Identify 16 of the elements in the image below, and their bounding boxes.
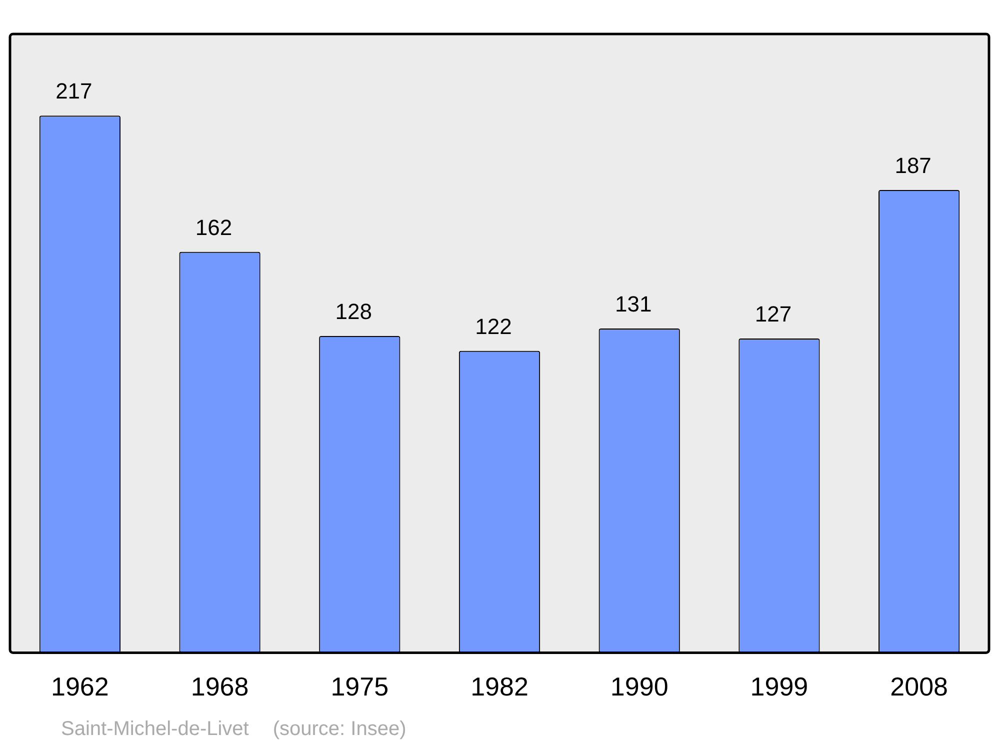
x-tick-label: 1999 bbox=[750, 672, 808, 702]
text: Saint-Michel-de-Livet bbox=[61, 718, 249, 740]
data-label: 128 bbox=[335, 299, 372, 324]
data-label: 217 bbox=[56, 78, 92, 104]
x-tick-label: 2008 bbox=[890, 672, 948, 702]
x-tick-label: 1990 bbox=[610, 672, 668, 702]
data-label: 162 bbox=[195, 214, 232, 240]
data-label: 187 bbox=[894, 153, 932, 178]
data-label: 122 bbox=[475, 314, 512, 339]
text: (source: Insee) bbox=[272, 718, 406, 740]
x-tick-label: 1962 bbox=[51, 672, 109, 702]
data-label: 131 bbox=[615, 292, 652, 317]
x-tick-label: 1975 bbox=[330, 672, 389, 702]
x-tick-label: 1968 bbox=[190, 672, 249, 702]
x-tick-label: 1982 bbox=[470, 672, 528, 702]
data-label: 127 bbox=[754, 302, 792, 327]
